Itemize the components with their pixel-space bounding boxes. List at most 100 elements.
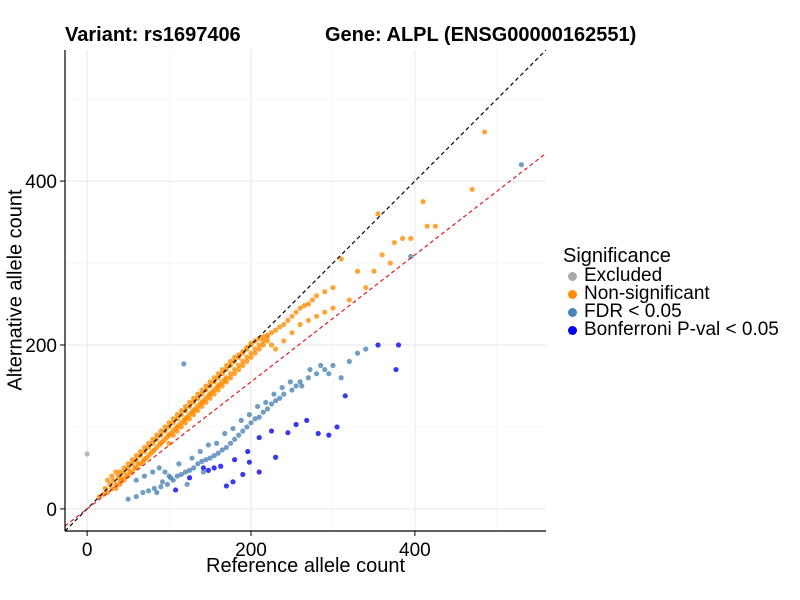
- point-non-significant: [211, 391, 217, 397]
- point-non-significant: [256, 335, 262, 342]
- point-non-significant: [166, 420, 172, 426]
- point-non-significant: [199, 387, 205, 393]
- x-axis-label: Reference allele count: [206, 555, 406, 577]
- point-fdr-0-05: [240, 428, 246, 434]
- point-non-significant: [195, 391, 201, 397]
- point-non-significant: [178, 420, 184, 426]
- point-fdr-0-05: [279, 385, 285, 391]
- point-non-significant: [141, 444, 148, 451]
- point-fdr-0-05: [346, 358, 352, 364]
- point-fdr-0-05: [236, 432, 242, 438]
- legend-item-non-significant: Non-significant: [563, 283, 779, 304]
- point-non-significant: [211, 375, 217, 381]
- point-non-significant: [408, 235, 414, 242]
- point-non-significant: [191, 412, 197, 418]
- point-non-significant: [252, 350, 258, 356]
- point-non-significant: [178, 424, 184, 430]
- point-fdr-0-05: [205, 442, 211, 448]
- point-fdr-0-05: [268, 401, 275, 407]
- point-non-significant: [113, 469, 119, 475]
- point-non-significant: [215, 383, 221, 389]
- legend-item-bonferroni: Bonferroni P-val < 0.05: [563, 319, 779, 340]
- point-fdr-0-05: [215, 450, 221, 456]
- point-fdr-0-05: [271, 391, 277, 397]
- point-fdr-0-05: [168, 475, 174, 481]
- line-identity: [65, 50, 546, 531]
- point-non-significant: [330, 305, 336, 311]
- point-non-significant: [309, 297, 316, 303]
- legend-dot-non-significant: [568, 289, 577, 299]
- point-bonferroni-p-val-0-05: [200, 465, 207, 471]
- point-non-significant: [371, 268, 377, 274]
- point-non-significant: [469, 186, 475, 192]
- point-non-significant: [223, 362, 230, 369]
- point-fdr-0-05: [213, 440, 220, 446]
- point-non-significant: [297, 305, 303, 311]
- point-non-significant: [145, 440, 152, 446]
- point-non-significant: [391, 239, 398, 246]
- point-non-significant: [203, 383, 209, 389]
- point-fdr-0-05: [159, 479, 166, 485]
- point-non-significant: [223, 375, 230, 381]
- point-bonferroni-p-val-0-05: [173, 487, 179, 493]
- point-fdr-0-05: [307, 366, 313, 373]
- point-fdr-0-05: [338, 375, 344, 381]
- point-fdr-0-05: [133, 477, 139, 483]
- point-fdr-0-05: [297, 379, 303, 385]
- point-non-significant: [199, 403, 205, 410]
- point-non-significant: [297, 321, 303, 328]
- point-fdr-0-05: [125, 496, 131, 502]
- point-non-significant: [191, 407, 197, 414]
- point-fdr-0-05: [305, 375, 311, 381]
- point-non-significant: [145, 453, 152, 459]
- point-bonferroni-p-val-0-05: [223, 483, 230, 489]
- point-non-significant: [260, 338, 266, 344]
- point-non-significant: [113, 485, 119, 491]
- point-non-significant: [170, 416, 176, 422]
- point-bonferroni-p-val-0-05: [256, 434, 262, 441]
- point-bonferroni-p-val-0-05: [304, 417, 310, 423]
- point-fdr-0-05: [256, 414, 262, 420]
- point-fdr-0-05: [176, 461, 182, 467]
- point-bonferroni-p-val-0-05: [218, 463, 224, 469]
- point-non-significant: [227, 358, 234, 364]
- point-non-significant: [186, 399, 193, 405]
- point-non-significant: [264, 334, 270, 340]
- x-tick-label: 0: [82, 540, 93, 561]
- point-bonferroni-p-val-0-05: [334, 424, 340, 430]
- point-fdr-0-05: [182, 469, 189, 475]
- point-fdr-0-05: [200, 469, 207, 475]
- point-non-significant: [203, 399, 209, 405]
- point-fdr-0-05: [178, 471, 184, 478]
- point-non-significant: [154, 444, 160, 451]
- point-non-significant: [346, 297, 352, 303]
- line-fit: [65, 152, 546, 527]
- point-fdr-0-05: [287, 379, 293, 385]
- point-non-significant: [354, 268, 361, 274]
- legend-dot-bonferroni: [568, 325, 577, 335]
- point-non-significant: [182, 403, 189, 410]
- point-non-significant: [162, 424, 168, 430]
- point-fdr-0-05: [293, 383, 299, 389]
- point-bonferroni-p-val-0-05: [186, 475, 193, 481]
- legend-dot-excluded: [568, 271, 577, 281]
- point-non-significant: [211, 387, 217, 393]
- point-non-significant: [272, 327, 279, 333]
- point-non-significant: [107, 481, 113, 487]
- point-fdr-0-05: [189, 455, 195, 461]
- point-fdr-0-05: [151, 485, 157, 491]
- point-non-significant: [174, 424, 180, 430]
- point-non-significant: [215, 371, 221, 377]
- point-non-significant: [195, 403, 201, 410]
- point-bonferroni-p-val-0-05: [393, 366, 399, 373]
- point-non-significant: [232, 354, 238, 360]
- point-fdr-0-05: [254, 403, 261, 410]
- point-fdr-0-05: [281, 391, 287, 397]
- point-non-significant: [195, 407, 201, 414]
- legend: Significance Excluded Non-significant FD…: [563, 245, 779, 340]
- point-fdr-0-05: [518, 162, 525, 168]
- point-bonferroni-p-val-0-05: [272, 454, 279, 460]
- point-non-significant: [215, 387, 221, 393]
- point-bonferroni-p-val-0-05: [256, 469, 262, 475]
- point-bonferroni-p-val-0-05: [246, 459, 252, 465]
